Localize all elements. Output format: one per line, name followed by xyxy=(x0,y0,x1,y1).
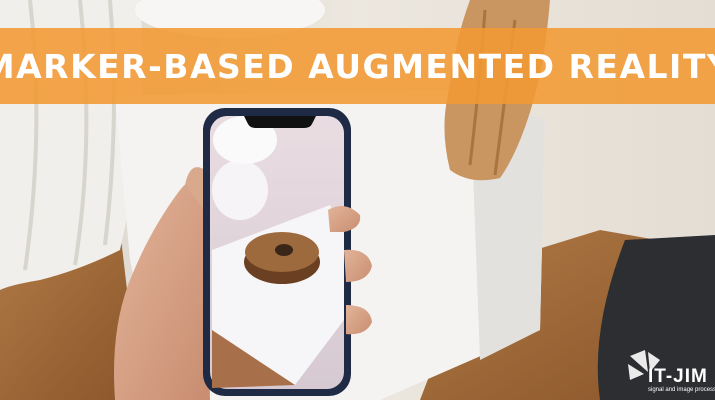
logo-icon xyxy=(628,350,660,380)
banner xyxy=(0,28,715,104)
finger xyxy=(328,206,361,232)
finger xyxy=(344,249,372,282)
logo-name: IT-JIM xyxy=(648,366,708,387)
logo: IT-JIM signal and image processing xyxy=(628,350,715,393)
screen-floor xyxy=(212,330,295,388)
logo-tagline: signal and image processing xyxy=(648,387,715,393)
marker-center xyxy=(275,244,293,256)
screen-lamp xyxy=(212,160,268,220)
hand-palm xyxy=(114,178,210,400)
thumb xyxy=(185,167,208,215)
finger xyxy=(346,305,372,335)
chair xyxy=(597,235,715,400)
phone-notch xyxy=(244,116,316,128)
banner-title: MARKER-BASED AUGMENTED REALITY xyxy=(0,47,715,86)
